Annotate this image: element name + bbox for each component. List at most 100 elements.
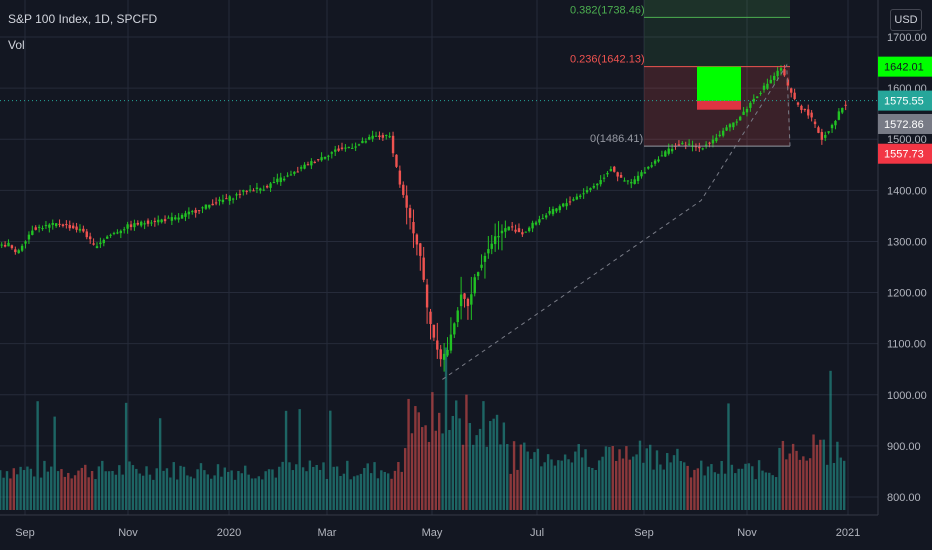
candle-body: [306, 164, 310, 166]
volume-bar: [16, 474, 19, 510]
volume-bar: [785, 459, 788, 510]
volume-bar: [135, 468, 138, 510]
volume-bar: [213, 475, 216, 510]
price-tick-label: 1300.00: [887, 236, 927, 248]
price-badges: 1642.01 1575.55 1572.86 1557.73: [878, 56, 932, 164]
candle-body: [817, 127, 820, 133]
volume-bar: [601, 456, 604, 510]
volume-bar: [329, 410, 332, 510]
volume-bar: [604, 446, 608, 510]
volume-bar: [19, 466, 22, 510]
volume-bar: [339, 475, 342, 510]
candle-body: [235, 194, 238, 196]
time-axis[interactable]: Sep Nov 2020 Mar May Jul Sep Nov 2021: [0, 514, 878, 539]
volume-bar: [757, 460, 761, 510]
volume-bar: [802, 456, 805, 510]
candle-body: [585, 190, 589, 193]
candle-body: [558, 206, 562, 211]
candle-body: [129, 224, 133, 228]
candle-body: [493, 236, 497, 245]
candle-body: [170, 217, 174, 221]
candle-body: [3, 244, 7, 247]
candle-body: [562, 203, 565, 207]
volume-bar: [261, 479, 264, 510]
volume-bar: [621, 458, 625, 510]
candle-body: [371, 135, 374, 139]
candle-body: [391, 135, 395, 154]
volume-bar: [441, 433, 444, 510]
volume-bar: [751, 466, 754, 510]
candle-body: [385, 134, 388, 136]
volume-bar: [689, 477, 693, 510]
candle-body: [422, 257, 425, 280]
volume-bar: [189, 476, 192, 510]
candle-body: [616, 172, 619, 177]
candle-body: [497, 235, 500, 238]
volume-bar: [536, 448, 540, 510]
volume-bar: [46, 471, 50, 510]
volume-bar: [114, 474, 118, 510]
volume-bar: [499, 444, 502, 510]
candle-body: [180, 214, 184, 219]
symbol-title[interactable]: S&P 100 Index, 1D, SPCFD: [8, 12, 158, 26]
candle-body: [364, 141, 368, 143]
volume-bar: [397, 461, 400, 510]
candle-body: [316, 159, 320, 161]
volume-bar: [489, 421, 492, 510]
candle-body: [773, 75, 776, 81]
candle-body: [827, 131, 830, 133]
price-axis[interactable]: 1700.001600.001500.001400.001300.001200.…: [877, 0, 932, 550]
candle-body: [150, 222, 153, 224]
volume-bar: [744, 463, 747, 510]
volume-bar: [693, 469, 696, 510]
volume-bar: [305, 471, 308, 510]
candle-body: [184, 213, 187, 217]
volume-bar: [363, 468, 366, 510]
volume-bar: [451, 415, 455, 510]
candle-body: [742, 111, 745, 115]
candle-body: [252, 190, 255, 192]
candle-body: [470, 294, 473, 305]
volume-bar: [771, 475, 774, 510]
volume-bar: [529, 458, 533, 510]
volume-bar: [580, 457, 584, 510]
candle-body: [126, 224, 129, 229]
volume-bar: [713, 472, 717, 510]
volume-bar: [111, 470, 114, 510]
volume-label[interactable]: Vol: [8, 38, 25, 52]
fib-label: 0.236(1642.13): [570, 54, 645, 66]
candle-body: [262, 189, 265, 191]
candle-body: [626, 180, 630, 182]
volume-bar: [734, 473, 737, 510]
volume-bar: [308, 460, 312, 510]
volume-bar: [829, 370, 832, 510]
volume-bar: [223, 467, 227, 510]
candle-body: [279, 177, 282, 183]
candle-body: [755, 96, 759, 98]
candle-body: [711, 139, 715, 144]
candle-body: [10, 245, 14, 249]
volume-bar: [638, 440, 642, 510]
volume-bar: [465, 394, 468, 510]
volume-bar: [128, 461, 131, 510]
candle-body: [412, 221, 415, 234]
candle-body: [7, 242, 10, 247]
candle-body: [92, 243, 95, 245]
currency-button[interactable]: USD: [890, 9, 922, 31]
volume-bar: [669, 462, 672, 510]
price-badge-label: 1575.55: [884, 96, 924, 108]
candle-body: [681, 143, 684, 145]
time-tick-label: Sep: [634, 527, 654, 539]
volume-bar: [84, 464, 87, 510]
fib-zone-top: [644, 0, 790, 18]
candle-body: [340, 147, 344, 149]
volume-bar: [727, 403, 730, 510]
candle-body: [282, 178, 286, 181]
volume-bar: [791, 443, 795, 510]
candle-body: [776, 70, 779, 77]
candle-body: [436, 340, 439, 350]
volume-bar: [666, 453, 669, 510]
volume-bar: [526, 451, 529, 510]
candles: [0, 64, 847, 372]
